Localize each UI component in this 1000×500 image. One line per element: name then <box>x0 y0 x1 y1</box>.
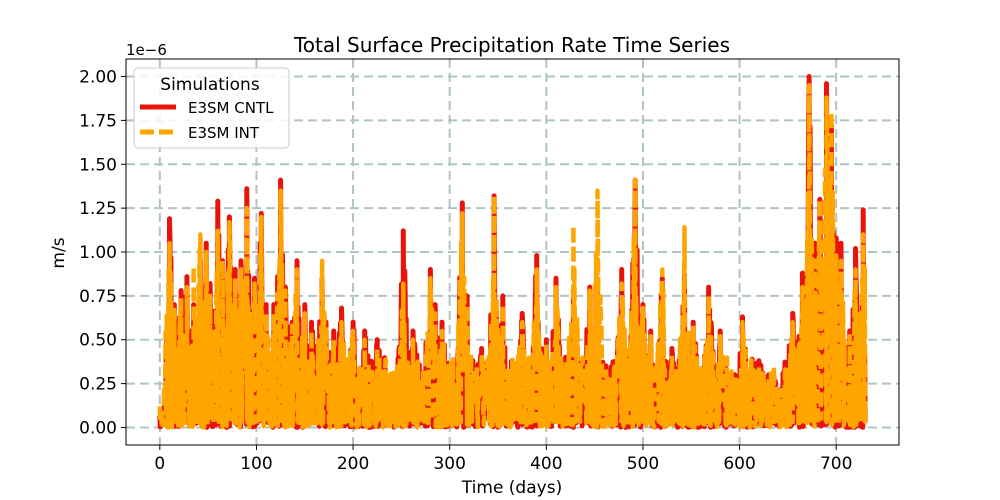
y-tick-label: 0.00 <box>79 418 117 438</box>
x-tick-label: 100 <box>240 454 272 474</box>
x-tick-label: 500 <box>627 454 659 474</box>
y-tick-label: 1.50 <box>79 155 117 175</box>
chart-title: Total Surface Precipitation Rate Time Se… <box>293 33 730 57</box>
y-axis-label: m/s <box>49 237 69 268</box>
x-tick-label: 700 <box>820 454 852 474</box>
x-tick-label: 0 <box>154 454 165 474</box>
y-tick-label: 0.25 <box>79 375 117 395</box>
series-line-int <box>157 83 868 430</box>
y-tick-label: 0.75 <box>79 287 117 307</box>
y-tick-label: 1.75 <box>79 111 117 131</box>
x-tick-label: 600 <box>723 454 755 474</box>
y-tick-label: 1.25 <box>79 199 117 219</box>
y-axis-offset-text: 1e−6 <box>126 41 167 59</box>
legend-box <box>133 67 290 149</box>
x-tick-label: 300 <box>433 454 465 474</box>
x-tick-label: 200 <box>337 454 369 474</box>
x-tick-label: 400 <box>530 454 562 474</box>
legend-title: Simulations <box>160 75 260 95</box>
y-tick-label: 2.00 <box>79 68 117 88</box>
x-axis-label: Time (days) <box>461 478 562 498</box>
series-layer <box>157 74 868 430</box>
y-tick-label: 0.50 <box>79 331 117 351</box>
legend: Simulations E3SM CNTL E3SM INT <box>133 67 290 149</box>
axis-ticks: 0 100 200 300 400 500 600 700 0.00 0.25 0.50 0.75 1.… <box>79 68 852 474</box>
y-tick-label: 1.00 <box>79 243 117 263</box>
legend-label-int: E3SM INT <box>188 124 260 142</box>
legend-label-cntl: E3SM CNTL <box>188 99 274 117</box>
